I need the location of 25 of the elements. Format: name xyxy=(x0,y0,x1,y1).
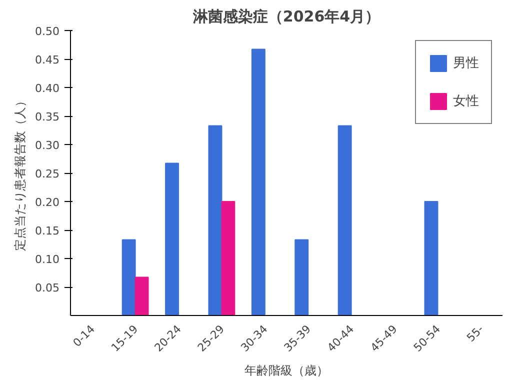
y-tick-label: 0.50 xyxy=(35,25,60,38)
y-tick-label: 0.15 xyxy=(35,224,60,238)
y-tick-label: 0.30 xyxy=(35,139,60,152)
bar xyxy=(338,125,352,316)
bar xyxy=(221,201,236,316)
y-tick-label: 0.25 xyxy=(35,168,60,180)
x-axis-title: 年齢階級（歳） xyxy=(244,363,328,378)
y-axis-title: 定点当たり患者報告数（人） xyxy=(13,95,28,251)
y-tick-label: 0.10 xyxy=(35,253,60,266)
bar xyxy=(251,48,266,316)
legend-label: 女性 xyxy=(453,93,479,110)
bar xyxy=(165,162,179,316)
bar xyxy=(424,201,438,316)
y-tick-label: 0.05 xyxy=(35,282,60,294)
y-tick-label: 0.20 xyxy=(35,196,60,209)
y-tick-label: 0.35 xyxy=(35,110,60,124)
chart-title: 淋菌感染症（2026年4月） xyxy=(192,8,380,26)
bar xyxy=(294,239,309,316)
bar xyxy=(134,276,149,316)
bar xyxy=(122,239,136,316)
y-tick-label: 0.40 xyxy=(35,82,60,95)
y-tick-label: 0.45 xyxy=(35,54,60,66)
bar xyxy=(208,125,222,316)
x-tick-label: 55- xyxy=(464,322,486,345)
legend-label: 男性 xyxy=(453,55,479,72)
